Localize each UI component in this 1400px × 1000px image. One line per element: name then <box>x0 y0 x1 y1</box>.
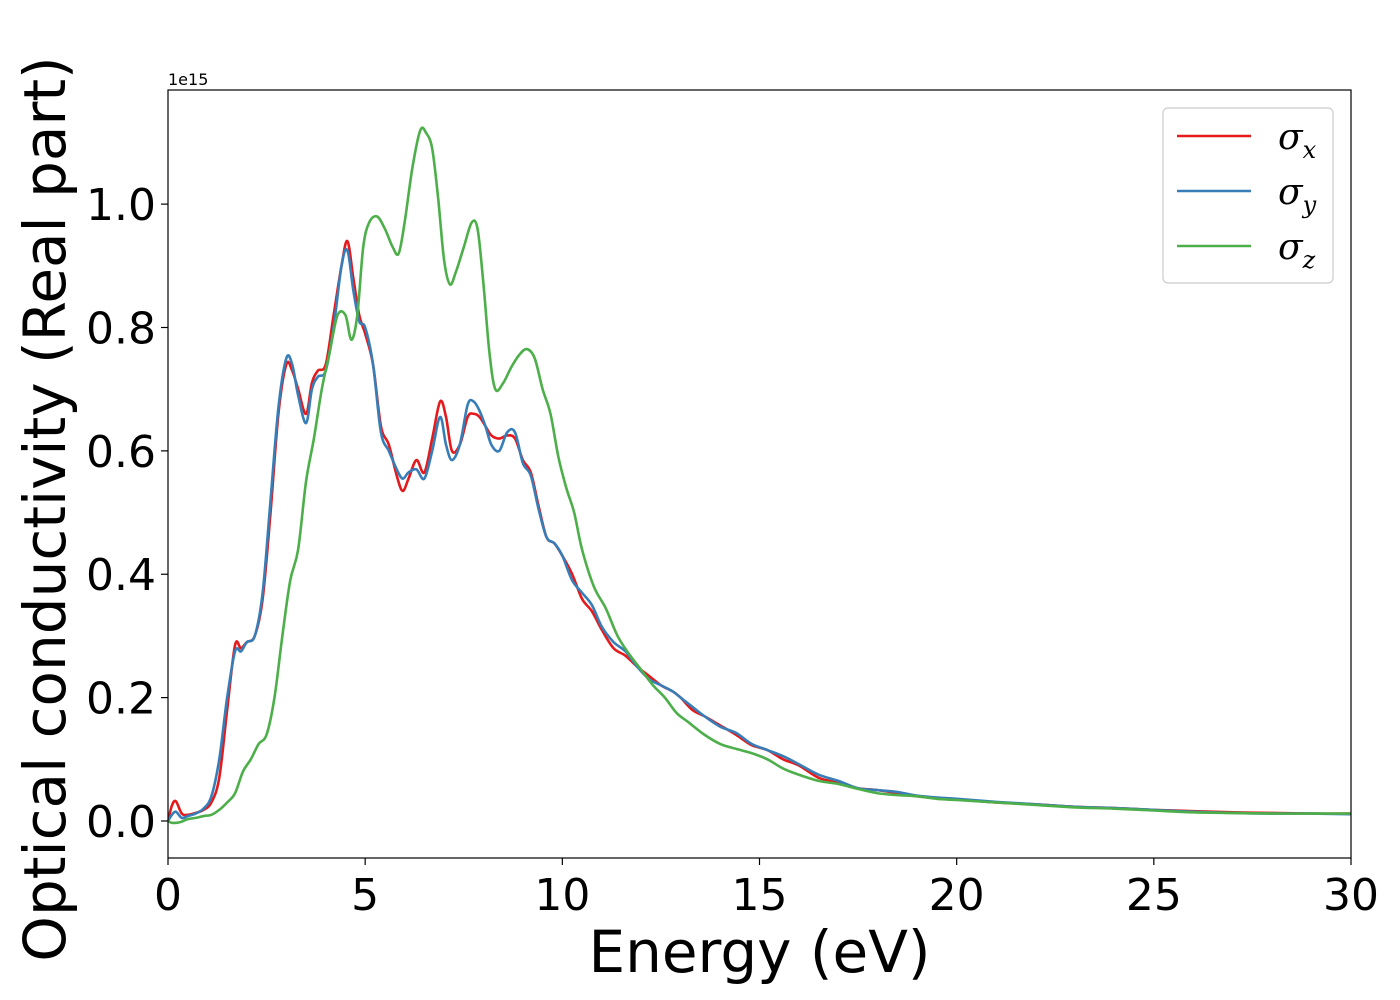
x-tick-label: 0 <box>154 870 182 921</box>
y-tick-label: 0.4 <box>86 550 156 601</box>
x-tick-label: 30 <box>1323 870 1379 921</box>
legend-label-z: σz <box>1278 227 1316 274</box>
x-axis-title: Energy (eV) <box>588 918 930 986</box>
y-tick-label: 1.0 <box>86 180 156 231</box>
y-tick-label: 0.6 <box>86 427 156 478</box>
x-axis-ticks: 0 5 10 15 20 25 30 <box>154 858 1379 921</box>
x-tick-label: 20 <box>929 870 985 921</box>
series-layer <box>168 126 1351 825</box>
series-line-x <box>168 239 1351 822</box>
y-axis-ticks: 0.0 0.2 0.4 0.6 0.8 1.0 <box>86 180 168 848</box>
series-line-y <box>168 247 1351 822</box>
series-line-z <box>168 126 1351 825</box>
legend: σx σy σz <box>1162 107 1334 284</box>
y-tick-label: 0.2 <box>86 674 156 725</box>
x-tick-label: 10 <box>534 870 590 921</box>
y-axis-title: Optical conductivity (Real part) <box>11 56 79 961</box>
legend-label-y: σy <box>1278 172 1317 219</box>
y-offset-label: 1e15 <box>168 70 208 89</box>
x-tick-label: 25 <box>1126 870 1182 921</box>
y-tick-label: 0.0 <box>86 797 156 848</box>
legend-label-x: σx <box>1278 117 1317 164</box>
x-tick-label: 5 <box>351 870 379 921</box>
y-tick-label: 0.8 <box>86 303 156 354</box>
legend-box <box>1162 107 1334 284</box>
x-tick-label: 15 <box>732 870 788 921</box>
